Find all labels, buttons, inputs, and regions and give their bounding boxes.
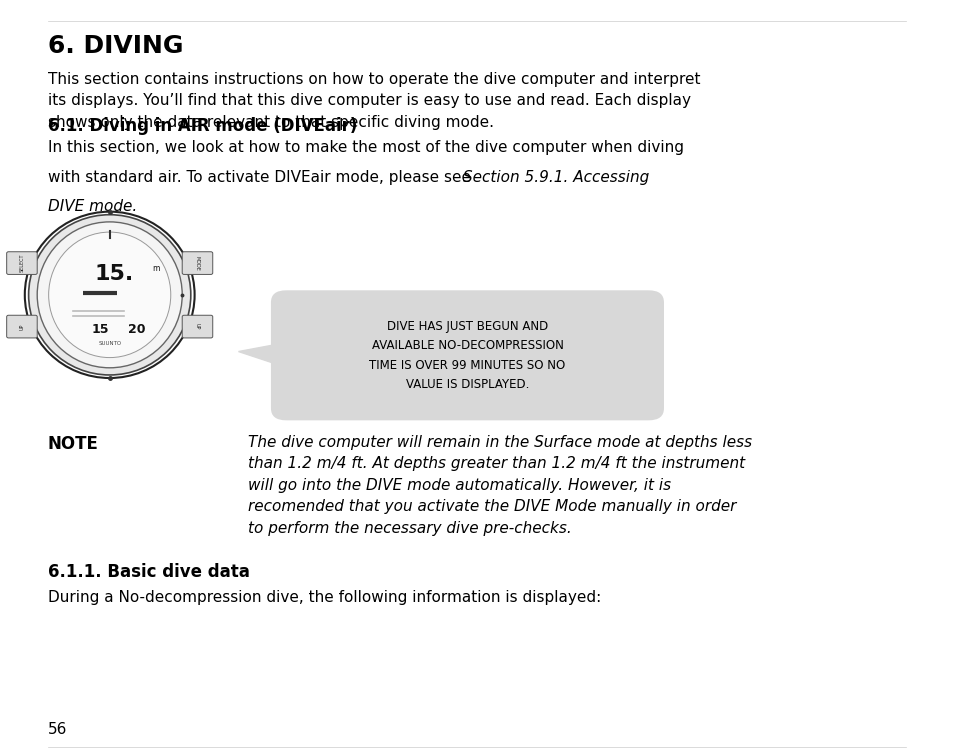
Ellipse shape — [29, 215, 191, 375]
FancyBboxPatch shape — [182, 315, 213, 338]
Text: SELECT: SELECT — [19, 254, 25, 272]
Text: DIVE HAS JUST BEGUN AND
AVAILABLE NO-DECOMPRESSION
TIME IS OVER 99 MINUTES SO NO: DIVE HAS JUST BEGUN AND AVAILABLE NO-DEC… — [369, 320, 565, 391]
Text: The dive computer will remain in the Surface mode at depths less
than 1.2 m/4 ft: The dive computer will remain in the Sur… — [248, 435, 751, 536]
Text: In this section, we look at how to make the most of the dive computer when divin: In this section, we look at how to make … — [48, 140, 683, 155]
Text: 56: 56 — [48, 722, 67, 737]
Text: This section contains instructions on how to operate the dive computer and inter: This section contains instructions on ho… — [48, 72, 700, 130]
Polygon shape — [238, 342, 291, 369]
Text: 15.: 15. — [94, 264, 134, 284]
Text: 6. DIVING: 6. DIVING — [48, 34, 183, 58]
Text: 20: 20 — [128, 323, 145, 336]
Text: 15: 15 — [91, 323, 109, 336]
Text: m: m — [152, 264, 160, 273]
Text: UP: UP — [19, 324, 25, 330]
Ellipse shape — [37, 222, 182, 368]
FancyBboxPatch shape — [182, 252, 213, 274]
Text: Section 5.9.1. Accessing: Section 5.9.1. Accessing — [462, 170, 648, 185]
Text: SUUNTO: SUUNTO — [98, 342, 121, 346]
FancyBboxPatch shape — [7, 252, 37, 274]
Text: UP: UP — [194, 324, 200, 330]
Ellipse shape — [49, 232, 171, 358]
Text: with standard air. To activate DIVEair mode, please see: with standard air. To activate DIVEair m… — [48, 170, 476, 185]
Text: 6.1.1. Basic dive data: 6.1.1. Basic dive data — [48, 563, 250, 581]
FancyBboxPatch shape — [7, 315, 37, 338]
Text: NOTE: NOTE — [48, 435, 98, 453]
Text: 6.1. Diving in AIR mode (DIVEair): 6.1. Diving in AIR mode (DIVEair) — [48, 117, 356, 135]
Text: MODE: MODE — [194, 256, 200, 271]
Text: DIVE mode.: DIVE mode. — [48, 199, 137, 214]
FancyBboxPatch shape — [271, 290, 663, 420]
Text: During a No-decompression dive, the following information is displayed:: During a No-decompression dive, the foll… — [48, 590, 600, 605]
